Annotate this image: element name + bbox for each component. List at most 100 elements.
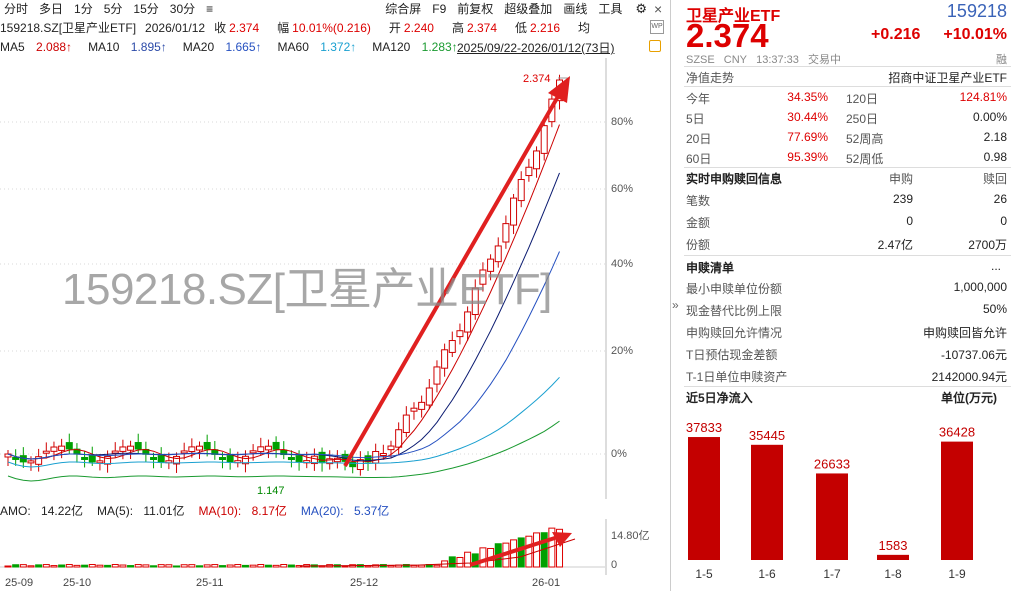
- amo-ma5-field: MA(5): 11.01亿: [97, 503, 185, 518]
- nav-trend-label: 净值走势: [686, 71, 735, 85]
- nav-trend-row[interactable]: 净值走势 招商中证卫星产业ETF: [686, 66, 1007, 86]
- creation-list-row: T日预估现金差额 -10737.06元: [686, 348, 1007, 362]
- volume-bar: [433, 564, 441, 568]
- candle-up: [441, 349, 449, 369]
- volume-chart[interactable]: [0, 519, 671, 575]
- date-range-link[interactable]: 2025/09/22-2026/01/12(73日): [457, 41, 615, 55]
- low-price-label: 1.147: [257, 485, 285, 497]
- volume-bar: [88, 564, 96, 568]
- netflow-value-label: 37833: [686, 420, 722, 435]
- candle-down: [12, 456, 20, 460]
- volume-bar: [42, 564, 50, 568]
- volume-bar: [241, 564, 249, 568]
- super-overlay-button[interactable]: 超级叠加: [504, 2, 553, 16]
- volume-bar: [35, 564, 43, 568]
- realtime-row: 金额 0 0: [686, 214, 1007, 230]
- kline-pane: 分时 多日 1分 5分 15分 30分 ≡ 综合屏 F9 前复权 超级叠加 画线…: [0, 0, 671, 591]
- date-tick: 25-10: [63, 577, 92, 589]
- security-name: 159218.SZ[卫星产业ETF]: [0, 21, 137, 35]
- netflow-bar: [941, 441, 973, 560]
- tab-5min[interactable]: 5分: [103, 2, 123, 16]
- divider: [684, 66, 1011, 67]
- high-price-label: 2.374: [523, 73, 551, 85]
- candle-up: [379, 453, 387, 457]
- ma60-line: [7, 376, 560, 468]
- collapse-arrow-icon[interactable]: »: [672, 298, 679, 312]
- vol-arrow-head: [552, 532, 572, 547]
- candle-down: [272, 441, 280, 450]
- tab-15min[interactable]: 15分: [133, 2, 159, 16]
- panel-security-code: 159218: [946, 1, 1007, 21]
- close-icon[interactable]: ×: [654, 1, 663, 17]
- candle-down: [65, 442, 73, 450]
- volume-bar: [142, 564, 150, 568]
- axis-label-20: 20%: [611, 345, 634, 357]
- margin-badge: 融: [996, 54, 1007, 66]
- candle-down: [280, 449, 288, 456]
- perf-row: 60日 95.39% 52周低 0.98: [686, 150, 1007, 166]
- candle-up: [525, 166, 533, 177]
- netflow-date-label: 1-8: [884, 567, 902, 581]
- volume-bar: [226, 564, 234, 568]
- netflow-date-label: 1-9: [948, 567, 966, 581]
- candle-up: [356, 459, 364, 471]
- candle-up: [487, 258, 495, 272]
- volume-bar: [280, 564, 288, 568]
- volume-bar: [188, 564, 196, 568]
- composite-screen-button[interactable]: 综合屏: [385, 2, 422, 16]
- ma120-legend: MA120 1.283↑: [372, 40, 458, 54]
- lock-icon[interactable]: [649, 40, 661, 52]
- netflow-unit: 单位(万元): [941, 391, 997, 405]
- candle-up: [27, 460, 35, 464]
- candle-up: [104, 456, 112, 465]
- gear-icon[interactable]: ⚙: [635, 0, 647, 16]
- candle-up: [35, 456, 43, 465]
- candle-down: [226, 455, 234, 463]
- tab-30min[interactable]: 30分: [169, 2, 196, 16]
- draw-line-button[interactable]: 画线: [563, 2, 588, 16]
- forward-adjust-button[interactable]: 前复权: [457, 2, 494, 16]
- candle-down: [295, 455, 303, 463]
- more-icon[interactable]: ...: [990, 259, 1001, 273]
- volume-bar: [211, 564, 219, 568]
- netflow-bar: [816, 473, 848, 560]
- creation-list-header[interactable]: 申赎清单 ...: [686, 256, 1007, 276]
- candle-down: [287, 457, 295, 461]
- volume-bar: [73, 564, 81, 568]
- volume-bar: [218, 565, 226, 568]
- volume-bar: [448, 556, 456, 568]
- high-field: 高 2.374: [451, 21, 497, 35]
- candle-up: [494, 245, 502, 263]
- creation-list-row: 申购赎回允许情况 申购赎回皆允许: [686, 326, 1007, 340]
- candle-down: [81, 456, 89, 460]
- candle-up: [50, 446, 58, 452]
- volume-bar: [257, 564, 265, 568]
- volume-bar: [19, 564, 27, 568]
- netflow-value-label: 36428: [939, 425, 975, 440]
- tab-1min[interactable]: 1分: [74, 2, 93, 16]
- tools-button[interactable]: 工具: [598, 2, 623, 16]
- volume-bar: [203, 564, 211, 568]
- tab-timeshare[interactable]: 分时: [4, 2, 29, 16]
- f9-button[interactable]: F9: [432, 1, 447, 16]
- creation-list-title: 申赎清单: [686, 261, 735, 275]
- tab-multiday[interactable]: 多日: [39, 2, 64, 16]
- netflow-date-label: 1-6: [758, 567, 776, 581]
- volume-bar: [111, 564, 119, 568]
- candle-up: [540, 125, 548, 154]
- volume-bar: [96, 564, 104, 568]
- more-periods-icon[interactable]: ≡: [206, 1, 214, 16]
- netflow-value-label: 26633: [814, 456, 850, 471]
- candle-up: [433, 366, 441, 385]
- amo-ma10-field: MA(10): 8.17亿: [198, 503, 287, 518]
- candle-up: [127, 445, 135, 451]
- candlestick-chart[interactable]: 2.374 1.147: [0, 58, 671, 499]
- wp-icon[interactable]: WP: [650, 20, 664, 34]
- vol-axis-zero: 0: [611, 559, 618, 571]
- volume-bar: [65, 564, 73, 568]
- avg-field: 均: [578, 21, 591, 35]
- candle-up: [418, 401, 426, 410]
- volume-bar: [104, 564, 112, 568]
- perf-row: 20日 77.69% 52周高 2.18: [686, 130, 1007, 146]
- axis-label-60: 60%: [611, 183, 634, 195]
